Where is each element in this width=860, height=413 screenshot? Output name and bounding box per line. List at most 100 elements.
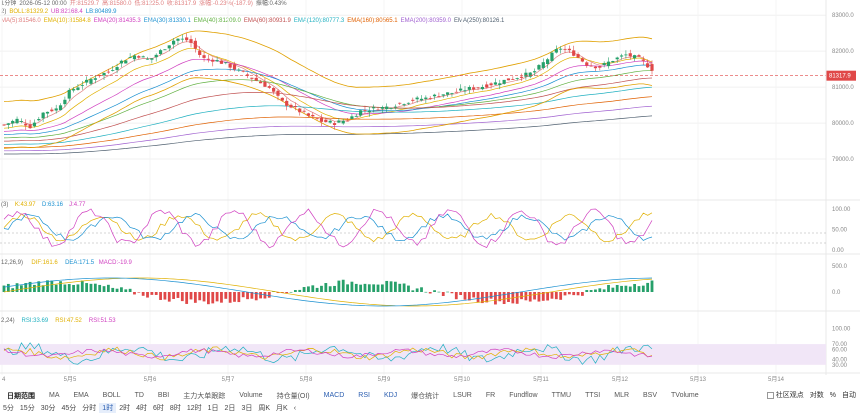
indicator-16[interactable]: TTMU bbox=[551, 392, 572, 399]
candle-body bbox=[572, 50, 576, 56]
macd-bar bbox=[581, 292, 584, 296]
indicator-19[interactable]: BSV bbox=[643, 392, 658, 399]
timeframe-13[interactable]: 3日 bbox=[241, 405, 253, 412]
candle-body bbox=[359, 110, 363, 116]
candle-body bbox=[215, 60, 219, 62]
line2-item: LB:80489.9 bbox=[85, 9, 117, 15]
timeframe-2[interactable]: 30分 bbox=[40, 405, 56, 412]
chart-canvas[interactable]: 79000.0 80000.0 81000.0 82000.0 83000.0 4 5月5 5… bbox=[0, 0, 860, 388]
y-tick-label: 82000.0 bbox=[832, 49, 854, 55]
indicator-2[interactable]: EMA bbox=[73, 392, 89, 399]
timeframe-14[interactable]: 周K bbox=[258, 405, 271, 412]
macd-bar bbox=[520, 292, 523, 300]
macd-bar bbox=[237, 292, 241, 303]
candle-body bbox=[472, 87, 476, 90]
timeframe-16[interactable]: ‹ bbox=[293, 404, 297, 412]
indicator-20[interactable]: TVolume bbox=[671, 392, 699, 399]
timeframe-3[interactable]: 45分 bbox=[61, 405, 77, 412]
macd-bar bbox=[585, 290, 589, 292]
timeframe-9[interactable]: 8时 bbox=[169, 405, 181, 412]
timeframe-11[interactable]: 1日 bbox=[207, 405, 219, 412]
x-tick-label: 5月9 bbox=[378, 376, 391, 383]
macd-bar bbox=[98, 284, 102, 292]
timeframe-8[interactable]: 6时 bbox=[153, 405, 164, 412]
indicator-6[interactable]: 主力大单跟踪 bbox=[183, 392, 226, 400]
x-tick-label: 5月13 bbox=[690, 376, 707, 383]
indicator-5[interactable]: BBI bbox=[157, 392, 170, 399]
indicator-10[interactable]: RSI bbox=[358, 392, 370, 399]
macd-bar bbox=[189, 292, 193, 300]
indicator-11[interactable]: KDJ bbox=[383, 392, 398, 399]
candle-body bbox=[363, 110, 367, 111]
candle-body bbox=[228, 63, 232, 68]
right-tool-1[interactable]: 对数 bbox=[809, 392, 824, 399]
macd-bar bbox=[620, 285, 623, 292]
y-tick-label: 80000.0 bbox=[832, 121, 854, 127]
indicator-9[interactable]: MACD bbox=[323, 392, 345, 399]
candle-body bbox=[445, 92, 450, 95]
candle-body bbox=[76, 87, 80, 90]
indicator-8[interactable]: 持仓量(OI) bbox=[276, 392, 310, 400]
indicator-4[interactable]: TD bbox=[134, 392, 144, 399]
macd-bar bbox=[93, 283, 97, 292]
rsi-line bbox=[3, 348, 653, 359]
macd-bar bbox=[72, 284, 75, 292]
candle-body bbox=[337, 120, 341, 123]
candle-body bbox=[380, 107, 384, 109]
macd-bar bbox=[467, 292, 471, 301]
macd-bar bbox=[463, 292, 467, 300]
indicator-0[interactable]: 日期范围 bbox=[7, 392, 35, 400]
macd-bar bbox=[41, 285, 45, 292]
candle-body bbox=[324, 119, 328, 123]
candle-body bbox=[559, 48, 563, 50]
indicator-7[interactable]: Volume bbox=[239, 392, 263, 399]
y-tick-label: 83000.0 bbox=[832, 13, 854, 19]
candle-body bbox=[393, 106, 398, 108]
macd-bar bbox=[424, 291, 428, 293]
macd-bar bbox=[554, 292, 558, 300]
timeframe-15[interactable]: 月K bbox=[276, 405, 288, 412]
macd-bar bbox=[563, 292, 567, 296]
indicator-14[interactable]: FR bbox=[485, 392, 496, 399]
timeframe-5[interactable]: 1时 bbox=[99, 403, 117, 413]
right-tool-0[interactable]: 社区观点 bbox=[766, 390, 804, 400]
candle-body bbox=[650, 64, 654, 71]
right-tool-2[interactable]: % bbox=[829, 391, 836, 399]
candle-body bbox=[367, 110, 371, 113]
indicator-17[interactable]: TTSI bbox=[585, 392, 601, 399]
macd-bar bbox=[185, 292, 189, 304]
rsi-line bbox=[3, 342, 653, 365]
macd-bar bbox=[307, 286, 310, 292]
candle-body bbox=[341, 120, 345, 124]
ma-line bbox=[3, 58, 653, 132]
candle-body bbox=[406, 102, 411, 104]
candle-body bbox=[463, 90, 467, 92]
indicator-18[interactable]: MLR bbox=[614, 392, 630, 399]
timeframe-6[interactable]: 2时 bbox=[119, 405, 131, 412]
timeframe-7[interactable]: 4时 bbox=[136, 405, 148, 412]
timeframe-1[interactable]: 15分 bbox=[19, 405, 35, 412]
candle-body bbox=[80, 85, 84, 86]
candle-body bbox=[498, 83, 502, 86]
line1-item: 高:81580.0 bbox=[102, 1, 132, 7]
macd-bar bbox=[15, 283, 19, 292]
timeframe-0[interactable]: 5分 bbox=[3, 405, 14, 412]
timeframe-12[interactable]: 2日 bbox=[224, 405, 236, 412]
ma-line bbox=[3, 47, 653, 129]
indicator-1[interactable]: MA bbox=[49, 392, 60, 399]
macd-bar bbox=[354, 283, 358, 292]
indicator-15[interactable]: Fundflow bbox=[509, 392, 538, 399]
macd-bar bbox=[359, 284, 363, 292]
indicator-13[interactable]: LSUR bbox=[453, 392, 472, 399]
timeframe-4[interactable]: 分时 bbox=[82, 405, 97, 412]
timeframe-10[interactable]: 12时 bbox=[186, 405, 202, 412]
candle-body bbox=[537, 65, 541, 70]
macd-bar bbox=[454, 292, 458, 300]
macd-bar bbox=[211, 292, 215, 304]
candle-body bbox=[58, 105, 63, 111]
candle-body bbox=[637, 55, 641, 57]
candle-body bbox=[232, 64, 237, 70]
indicator-12[interactable]: 爆仓统计 bbox=[411, 392, 440, 400]
right-tool-3[interactable]: 自动 bbox=[842, 392, 856, 399]
indicator-3[interactable]: BOLL bbox=[102, 392, 121, 399]
